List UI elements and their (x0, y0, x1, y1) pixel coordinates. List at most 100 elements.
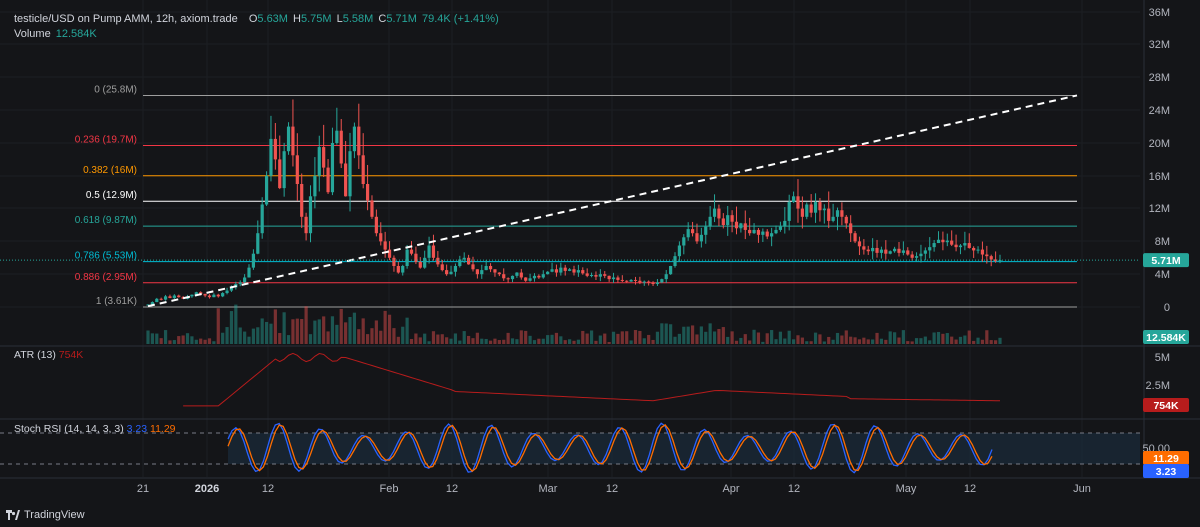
atr-pane (183, 352, 1001, 407)
volume-bar-121 (677, 333, 682, 344)
volume-bar-187 (967, 330, 971, 344)
candle-body-65 (431, 245, 436, 258)
volume-bar-181 (941, 333, 945, 344)
candle-body-97 (572, 269, 576, 273)
high-key: H (293, 13, 301, 25)
volume-bar-10 (190, 336, 194, 344)
time-tick-8: 12 (788, 483, 800, 495)
candle-body-185 (958, 245, 963, 248)
volume-bar-87 (528, 335, 532, 344)
volume-bar-155 (827, 336, 831, 344)
candle-body-35 (300, 184, 304, 217)
candle-body-193 (994, 259, 998, 262)
volume-bar-161 (853, 337, 857, 344)
stoch-title[interactable]: Stoch RSI (14, 14, 3, 3) (14, 423, 124, 435)
volume-bar-49 (361, 318, 365, 344)
stoch-d-line (227, 424, 993, 473)
volume-bar-172 (901, 330, 905, 344)
volume-bar-28 (269, 323, 273, 344)
candle-body-92 (550, 269, 554, 272)
price-tick-7: 8M (1155, 236, 1170, 248)
volume-bar-164 (866, 339, 870, 344)
atr-line (183, 352, 1001, 407)
fib-label-3: 0.5 (12.9M) (86, 190, 137, 201)
volume-key[interactable]: Volume (14, 28, 51, 40)
volume-bar-86 (524, 330, 528, 344)
candle-body-158 (840, 210, 844, 217)
candle-body-140 (761, 231, 765, 235)
volume-bar-106 (611, 331, 616, 344)
volume-bar-81 (502, 339, 506, 344)
candle-body-169 (888, 251, 892, 254)
volume-bar-85 (519, 330, 523, 344)
volume-bar-7 (177, 336, 181, 344)
candle-body-89 (537, 275, 541, 278)
volume-bar-138 (752, 329, 756, 344)
tradingview-logo[interactable]: TradingView (6, 509, 85, 521)
candle-body-117 (660, 279, 664, 283)
volume-bar-62 (418, 337, 422, 344)
atr-title[interactable]: ATR (13) (14, 349, 56, 361)
candle-body-1 (150, 302, 154, 305)
candle-body-181 (941, 239, 945, 243)
volume-bar-42 (330, 316, 335, 344)
high-value: 5.75M (300, 13, 332, 25)
fib-label-6: 0.886 (2.95M) (75, 272, 137, 283)
candle-body-10 (190, 294, 194, 297)
close-key: C (378, 13, 387, 25)
candle-body-21 (238, 282, 242, 285)
stoch-legend: Stoch RSI (14, 14, 3, 3) 3.23 11.29 (14, 423, 176, 435)
low-key: L (336, 13, 343, 25)
volume-bar-54 (383, 310, 387, 344)
candle-body-170 (892, 248, 897, 252)
volume-bar-126 (699, 326, 703, 344)
volume-bar-99 (581, 330, 585, 344)
volume-bar-64 (427, 341, 431, 344)
symbol-title[interactable]: testicle/USD on Pump AMM, 12h, axiom.tra… (14, 13, 238, 25)
candle-body-125 (695, 233, 699, 242)
candle-body-184 (954, 244, 958, 248)
candle-body-86 (524, 277, 528, 281)
candle-body-31 (282, 151, 286, 189)
volume-bar-91 (546, 335, 550, 344)
volume-bar-26 (260, 318, 264, 344)
candle-body-16 (216, 294, 220, 297)
candle-body-3 (159, 298, 163, 300)
volume-bar-72 (462, 331, 466, 344)
candle-body-114 (647, 281, 651, 283)
last-price-tag-bg (1143, 253, 1189, 268)
volume-bar-15 (212, 341, 216, 344)
volume-bar-18 (225, 327, 229, 344)
volume-bar-63 (423, 333, 427, 344)
volume-bar-24 (251, 328, 256, 344)
volume-bar-89 (537, 338, 541, 344)
volume-bar-166 (875, 332, 879, 344)
candle-body-106 (611, 277, 616, 280)
candle-body-163 (862, 246, 866, 250)
volume-bar-189 (976, 337, 980, 344)
candle-body-67 (440, 264, 444, 271)
volume-bar-37 (308, 334, 313, 344)
volume-bar-94 (559, 336, 563, 344)
candle-body-136 (743, 223, 747, 230)
volume-bar-41 (326, 331, 330, 344)
volume-bar-16 (216, 308, 220, 344)
candle-body-64 (427, 245, 431, 258)
volume-bar-143 (774, 339, 778, 344)
volume-bar-45 (344, 322, 348, 344)
time-tick-10: 12 (964, 483, 976, 495)
candle-body-26 (260, 204, 264, 234)
volume-bar-145 (783, 338, 787, 344)
trend-line[interactable] (147, 94, 1078, 308)
time-axis[interactable]: 21 2026 12 Feb 12 Mar 12 Apr 12 May 12 Jun (137, 483, 1091, 495)
candle-body-141 (765, 231, 769, 237)
stoch-k-tag: 3.23 (1156, 466, 1177, 478)
volume-bar-75 (475, 332, 479, 344)
candle-body-161 (853, 233, 857, 242)
candle-body-133 (730, 215, 734, 222)
candle-body-46 (348, 151, 352, 197)
candle-body-188 (972, 247, 976, 251)
volume-bar-43 (335, 324, 339, 344)
